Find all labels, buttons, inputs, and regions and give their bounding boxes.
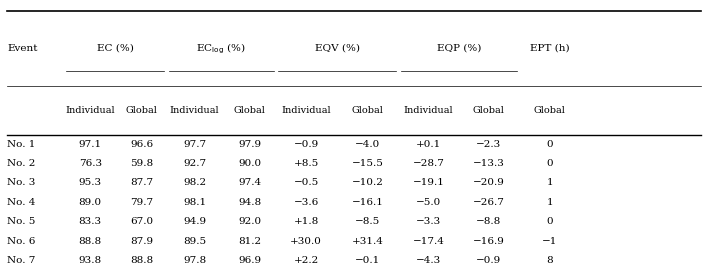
Text: EQV (%): EQV (%)	[315, 44, 360, 53]
Text: No. 2: No. 2	[7, 159, 35, 168]
Text: Global: Global	[234, 106, 266, 115]
Text: 97.1: 97.1	[79, 140, 102, 149]
Text: No. 5: No. 5	[7, 217, 35, 226]
Text: 89.5: 89.5	[183, 236, 206, 246]
Text: +31.4: +31.4	[351, 236, 384, 246]
Text: No. 3: No. 3	[7, 178, 35, 187]
Text: 0: 0	[547, 159, 553, 168]
Text: −19.1: −19.1	[413, 178, 445, 187]
Text: −2.3: −2.3	[476, 140, 501, 149]
Text: 8: 8	[547, 256, 553, 265]
Text: No. 1: No. 1	[7, 140, 35, 149]
Text: 87.7: 87.7	[130, 178, 153, 187]
Text: 0: 0	[547, 140, 553, 149]
Text: EC (%): EC (%)	[96, 44, 134, 53]
Text: −4.0: −4.0	[355, 140, 380, 149]
Text: −5.0: −5.0	[416, 198, 441, 207]
Text: Individual: Individual	[404, 106, 454, 115]
Text: −20.9: −20.9	[473, 178, 505, 187]
Text: −8.5: −8.5	[355, 217, 380, 226]
Text: 94.8: 94.8	[238, 198, 261, 207]
Text: 98.2: 98.2	[183, 178, 206, 187]
Text: 1: 1	[547, 198, 553, 207]
Text: −3.3: −3.3	[416, 217, 441, 226]
Text: −0.9: −0.9	[476, 256, 501, 265]
Text: Individual: Individual	[281, 106, 331, 115]
Text: 97.4: 97.4	[238, 178, 261, 187]
Text: 88.8: 88.8	[130, 256, 153, 265]
Text: +1.8: +1.8	[294, 217, 319, 226]
Text: Global: Global	[351, 106, 384, 115]
Text: 97.7: 97.7	[183, 140, 206, 149]
Text: −28.7: −28.7	[413, 159, 445, 168]
Text: +30.0: +30.0	[290, 236, 322, 246]
Text: +0.1: +0.1	[416, 140, 441, 149]
Text: 92.7: 92.7	[183, 159, 206, 168]
Text: −16.1: −16.1	[351, 198, 384, 207]
Text: EC$_{\mathrm{log}}$ (%): EC$_{\mathrm{log}}$ (%)	[197, 41, 246, 56]
Text: 98.1: 98.1	[183, 198, 206, 207]
Text: −4.3: −4.3	[416, 256, 441, 265]
Text: Individual: Individual	[170, 106, 219, 115]
Text: −15.5: −15.5	[351, 159, 384, 168]
Text: No. 4: No. 4	[7, 198, 35, 207]
Text: 93.8: 93.8	[79, 256, 102, 265]
Text: 97.9: 97.9	[238, 140, 261, 149]
Text: −0.9: −0.9	[294, 140, 319, 149]
Text: Global: Global	[534, 106, 566, 115]
Text: EPT (h): EPT (h)	[530, 44, 569, 53]
Text: 59.8: 59.8	[130, 159, 153, 168]
Text: 90.0: 90.0	[238, 159, 261, 168]
Text: 0: 0	[547, 217, 553, 226]
Text: EQP (%): EQP (%)	[437, 44, 481, 53]
Text: 76.3: 76.3	[79, 159, 102, 168]
Text: 79.7: 79.7	[130, 198, 153, 207]
Text: No. 6: No. 6	[7, 236, 35, 246]
Text: 88.8: 88.8	[79, 236, 102, 246]
Text: −0.5: −0.5	[294, 178, 319, 187]
Text: 83.3: 83.3	[79, 217, 102, 226]
Text: Global: Global	[125, 106, 158, 115]
Text: 96.6: 96.6	[130, 140, 153, 149]
Text: +2.2: +2.2	[294, 256, 319, 265]
Text: −10.2: −10.2	[351, 178, 384, 187]
Text: 94.9: 94.9	[183, 217, 206, 226]
Text: −0.1: −0.1	[355, 256, 380, 265]
Text: 96.9: 96.9	[238, 256, 261, 265]
Text: 81.2: 81.2	[238, 236, 261, 246]
Text: Global: Global	[473, 106, 505, 115]
Text: Individual: Individual	[65, 106, 115, 115]
Text: Event: Event	[7, 44, 38, 53]
Text: 87.9: 87.9	[130, 236, 153, 246]
Text: −3.6: −3.6	[294, 198, 319, 207]
Text: 1: 1	[547, 178, 553, 187]
Text: 67.0: 67.0	[130, 217, 153, 226]
Text: +8.5: +8.5	[294, 159, 319, 168]
Text: −8.8: −8.8	[476, 217, 501, 226]
Text: −16.9: −16.9	[473, 236, 505, 246]
Text: −26.7: −26.7	[473, 198, 505, 207]
Text: −17.4: −17.4	[413, 236, 445, 246]
Text: 95.3: 95.3	[79, 178, 102, 187]
Text: 97.8: 97.8	[183, 256, 206, 265]
Text: −13.3: −13.3	[473, 159, 505, 168]
Text: 89.0: 89.0	[79, 198, 102, 207]
Text: 92.0: 92.0	[238, 217, 261, 226]
Text: No. 7: No. 7	[7, 256, 35, 265]
Text: −1: −1	[542, 236, 557, 246]
